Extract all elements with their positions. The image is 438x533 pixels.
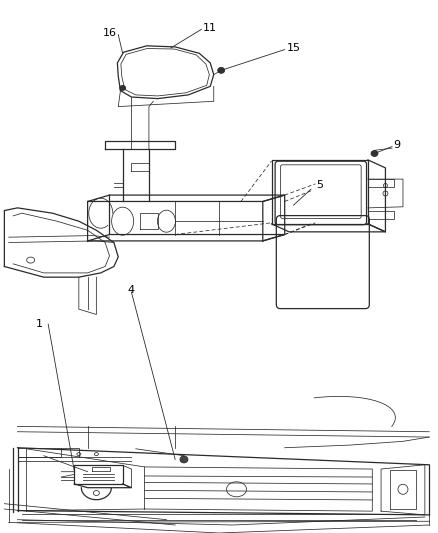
Text: 11: 11 xyxy=(203,23,217,33)
Text: 16: 16 xyxy=(102,28,117,38)
Ellipse shape xyxy=(218,67,225,74)
Text: 4: 4 xyxy=(128,285,135,295)
Text: 9: 9 xyxy=(393,140,400,150)
Text: 1: 1 xyxy=(36,319,43,329)
Ellipse shape xyxy=(180,456,188,463)
Text: 5: 5 xyxy=(316,181,323,190)
Text: 15: 15 xyxy=(286,43,300,53)
Ellipse shape xyxy=(120,85,126,91)
Ellipse shape xyxy=(371,150,378,157)
